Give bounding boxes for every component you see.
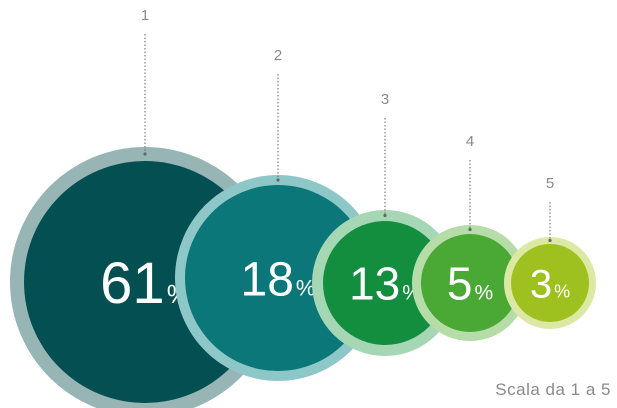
category-label-5: 5 bbox=[546, 175, 554, 192]
category-label-4: 4 bbox=[466, 133, 474, 150]
category-label-2: 2 bbox=[274, 47, 282, 64]
value-label-5: 3% bbox=[530, 262, 570, 306]
leader-dot-1 bbox=[143, 152, 147, 156]
bubble-fill-5 bbox=[511, 244, 589, 322]
leader-dot-3 bbox=[383, 213, 387, 218]
value-label-3: 13% bbox=[349, 258, 421, 310]
category-label-3: 3 bbox=[381, 91, 389, 108]
bubble-fill-4 bbox=[421, 234, 519, 332]
scale-note: Scala da 1 a 5 bbox=[495, 380, 611, 399]
value-label-2: 18% bbox=[241, 253, 316, 306]
bubble-5: 5 3% bbox=[504, 175, 596, 329]
value-label-4: 5% bbox=[447, 258, 493, 310]
bubble-fill-3 bbox=[323, 221, 447, 345]
bubble-3: 3 13% bbox=[312, 91, 458, 356]
leader-dot-2 bbox=[276, 178, 280, 182]
bubble-4: 4 5% bbox=[412, 133, 528, 341]
category-label-1: 1 bbox=[141, 7, 149, 24]
leader-dot-5 bbox=[548, 238, 552, 243]
bubble-fill-2 bbox=[185, 185, 371, 371]
leader-dot-4 bbox=[468, 227, 472, 232]
